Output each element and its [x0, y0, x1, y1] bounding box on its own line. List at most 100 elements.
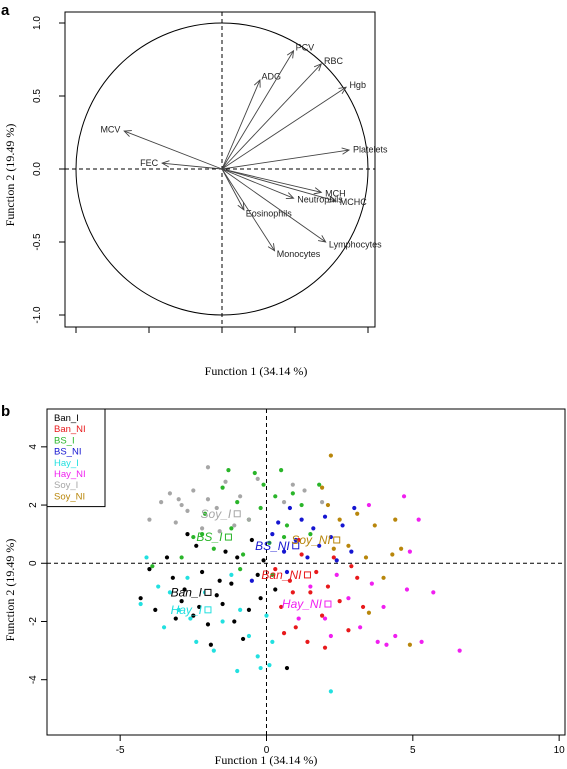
point-ban-i — [179, 599, 184, 604]
point-ban-i — [214, 593, 219, 598]
panel-a-y-tick-label: 1.0 — [32, 16, 43, 30]
panel-a-letter: a — [1, 2, 10, 19]
point-soy-ni — [346, 543, 351, 548]
panel-a-axes: 1.0 0.5 0.0 -0.5 -1.0 — [32, 16, 369, 333]
point-bs-i — [267, 540, 272, 545]
centroid-soy-ni — [333, 536, 341, 544]
point-hay-i — [156, 584, 161, 589]
point-soy-i — [319, 500, 325, 505]
point-ban-ni — [325, 584, 331, 589]
point-ban-ni — [331, 555, 336, 560]
point-bs-ni — [305, 555, 310, 560]
point-soy-i — [205, 497, 211, 502]
loading-label-eosinophils: Eosinophils — [246, 208, 293, 218]
point-hay-i — [246, 633, 252, 639]
legend-entry: Ban_NI — [54, 424, 86, 435]
point-hay-i — [235, 668, 240, 674]
point-hay-ni — [401, 494, 407, 499]
loading-arrowhead-adg — [253, 78, 261, 88]
loading-label-pcv: PCV — [296, 42, 315, 52]
point-soy-ni — [399, 546, 404, 551]
point-ban-ni — [279, 604, 284, 610]
loading-arrow-lymphocytes — [221, 168, 326, 243]
point-ban-ni — [349, 564, 354, 569]
legend-entry: Hay_NI — [54, 469, 86, 480]
point-hay-i — [264, 613, 269, 618]
panel-b-y-tick-label: 2 — [28, 502, 39, 508]
loading-arrowhead-mcv — [123, 130, 132, 137]
point-hay-ni — [334, 572, 339, 578]
point-soy-ni — [372, 523, 377, 528]
loading-label-lymphocytes: Lymphocytes — [329, 239, 382, 249]
point-hay-ni — [375, 639, 380, 644]
centroid-label-ban-ni: Ban_NI — [261, 568, 302, 582]
point-bs-i — [202, 511, 208, 516]
point-ban-i — [194, 543, 199, 548]
point-ban-i — [191, 613, 196, 618]
point-bs-ni — [284, 569, 290, 575]
point-ban-ni — [319, 613, 325, 618]
point-ban-i — [220, 601, 225, 607]
loading-arrow-rbc — [221, 63, 322, 170]
point-soy-ni — [393, 517, 398, 522]
loading-arrowhead-mch — [313, 187, 323, 195]
point-bs-i — [284, 523, 290, 528]
point-hay-ni — [366, 502, 372, 508]
point-soy-i — [290, 482, 295, 487]
loading-arrow-neutrophils — [221, 168, 294, 199]
point-hay-ni — [308, 584, 313, 589]
loading-label-fec: FEC — [140, 158, 159, 168]
point-soy-ni — [355, 511, 360, 516]
point-bs-ni — [276, 520, 281, 525]
point-hay-ni — [381, 604, 386, 610]
point-ban-i — [217, 578, 222, 583]
legend-entry: BS_NI — [54, 447, 81, 458]
point-soy-ni — [366, 610, 372, 615]
point-ban-i — [200, 569, 205, 575]
loading-arrow-monocytes — [221, 168, 275, 252]
point-bs-i — [229, 526, 234, 531]
point-bs-ni — [340, 523, 345, 528]
point-bs-i — [252, 470, 257, 476]
point-ban-i — [232, 619, 237, 624]
point-soy-i — [238, 494, 243, 499]
point-bs-ni — [249, 578, 254, 583]
panel-b-y-tick-label: -4 — [28, 675, 39, 684]
point-ban-ni — [299, 552, 304, 557]
point-bs-ni — [281, 549, 287, 554]
point-ban-i — [153, 607, 158, 612]
panel-b-axes: -5 0 5 10 4 2 0 -2 -4 — [28, 444, 565, 756]
loading-arrowhead-fec — [161, 160, 170, 168]
point-ban-ni — [314, 569, 319, 575]
point-ban-ni — [305, 639, 310, 644]
point-soy-i — [214, 505, 219, 511]
point-soy-ni — [363, 555, 369, 560]
centroid-label-soy-i: Soy_I — [201, 507, 232, 521]
point-ban-i — [173, 616, 178, 621]
point-bs-i — [258, 505, 263, 511]
point-bs-i — [279, 468, 284, 473]
point-hay-ni — [457, 648, 462, 653]
point-soy-i — [205, 465, 211, 470]
point-hay-ni — [393, 633, 398, 639]
point-soy-i — [223, 479, 228, 484]
point-soy-i — [185, 508, 190, 513]
point-ban-i — [138, 596, 143, 601]
point-soy-i — [232, 523, 237, 528]
point-ban-ni — [360, 604, 366, 610]
centroid-ban-i — [204, 588, 212, 596]
point-soy-ni — [390, 552, 395, 557]
point-ban-i — [229, 581, 234, 586]
centroid-hay-ni — [324, 600, 332, 608]
point-bs-ni — [311, 526, 316, 531]
loading-label-mcv: MCV — [100, 125, 120, 135]
point-bs-i — [261, 482, 266, 487]
point-hay-i — [211, 648, 216, 653]
loading-arrowhead-mchc — [328, 195, 337, 203]
point-bs-i — [290, 491, 295, 496]
point-bs-i — [273, 494, 278, 499]
loading-arrowhead-lymphocytes — [318, 235, 327, 243]
point-hay-ni — [407, 549, 412, 554]
point-hay-i — [229, 572, 234, 578]
